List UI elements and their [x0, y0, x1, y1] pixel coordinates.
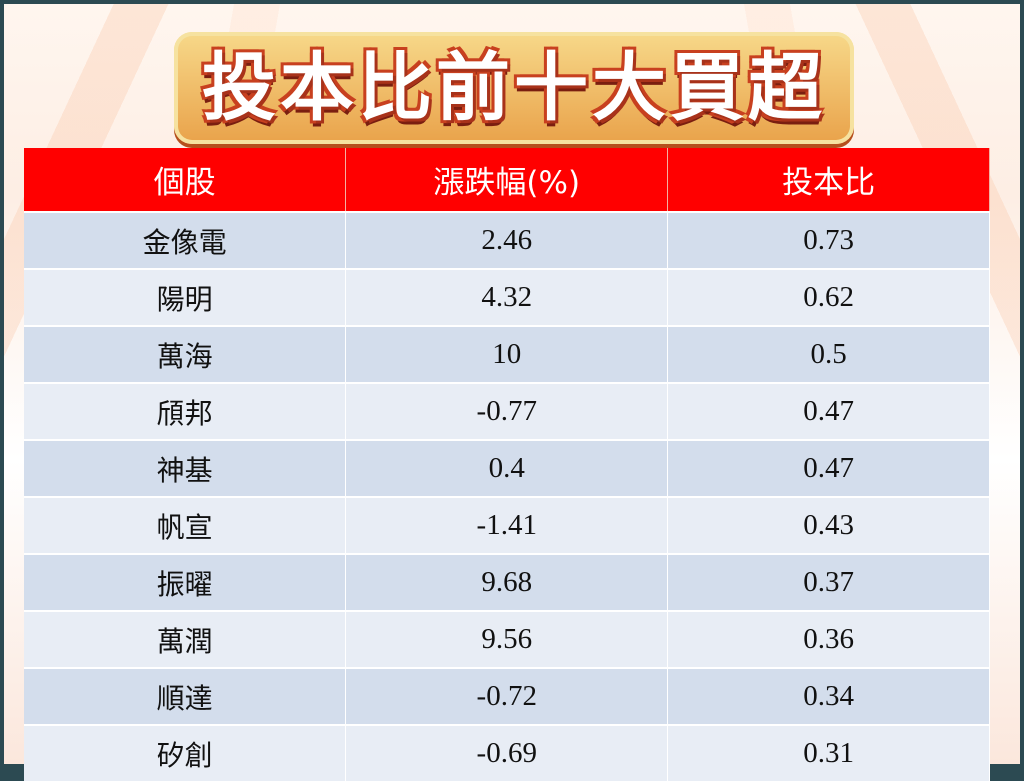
stock-name-cell: 矽創: [24, 724, 347, 781]
ratio-cell: 0.37: [667, 553, 990, 611]
change-pct-cell: -0.77: [345, 382, 669, 440]
ratio-cell: 0.36: [667, 610, 990, 668]
header-row: 個股 漲跌幅(%) 投本比: [24, 148, 990, 212]
stock-name-cell: 頎邦: [24, 382, 347, 440]
stock-name-cell: 陽明: [24, 268, 347, 326]
stock-name-cell: 金像電: [24, 211, 347, 269]
ratio-cell: 0.34: [667, 667, 990, 725]
table-row: 陽明 4.32 0.62: [24, 268, 990, 326]
change-pct-cell: -1.41: [345, 496, 669, 554]
change-pct-cell: -0.72: [345, 667, 669, 725]
table-row: 萬海 10 0.5: [24, 325, 990, 383]
ratio-cell: 0.73: [667, 211, 990, 269]
table-row: 頎邦 -0.77 0.47: [24, 382, 990, 440]
ratio-cell: 0.31: [667, 724, 990, 781]
header-stock: 個股: [24, 148, 347, 212]
stock-name-cell: 帆宣: [24, 496, 347, 554]
change-pct-cell: 2.46: [345, 211, 669, 269]
ratio-cell: 0.5: [667, 325, 990, 383]
ratio-cell: 0.47: [667, 382, 990, 440]
title-banner: 投本比前十大買超: [174, 32, 854, 144]
change-pct-cell: -0.69: [345, 724, 669, 781]
change-pct-cell: 9.68: [345, 553, 669, 611]
stock-name-cell: 萬海: [24, 325, 347, 383]
change-pct-cell: 4.32: [345, 268, 669, 326]
change-pct-cell: 9.56: [345, 610, 669, 668]
table-row: 神基 0.4 0.47: [24, 439, 990, 497]
ratio-cell: 0.47: [667, 439, 990, 497]
header-change: 漲跌幅(%): [345, 148, 669, 212]
table-row: 萬潤 9.56 0.36: [24, 610, 990, 668]
table-row: 順達 -0.72 0.34: [24, 667, 990, 725]
page-title: 投本比前十大買超: [202, 45, 826, 131]
table-row: 矽創 -0.69 0.31: [24, 724, 990, 781]
change-pct-cell: 0.4: [345, 439, 669, 497]
stock-name-cell: 神基: [24, 439, 347, 497]
header-ratio: 投本比: [667, 148, 990, 212]
ratio-cell: 0.62: [667, 268, 990, 326]
table-row: 帆宣 -1.41 0.43: [24, 496, 990, 554]
change-pct-cell: 10: [345, 325, 669, 383]
stock-name-cell: 振曜: [24, 553, 347, 611]
table-row: 振曜 9.68 0.37: [24, 553, 990, 611]
table-row: 金像電 2.46 0.73: [24, 211, 990, 269]
ratio-cell: 0.43: [667, 496, 990, 554]
stock-name-cell: 萬潤: [24, 610, 347, 668]
stock-name-cell: 順達: [24, 667, 347, 725]
data-table: 個股 漲跌幅(%) 投本比 金像電 2.46 0.73 陽明 4.32 0.62 萬海 10 0…: [24, 148, 990, 781]
